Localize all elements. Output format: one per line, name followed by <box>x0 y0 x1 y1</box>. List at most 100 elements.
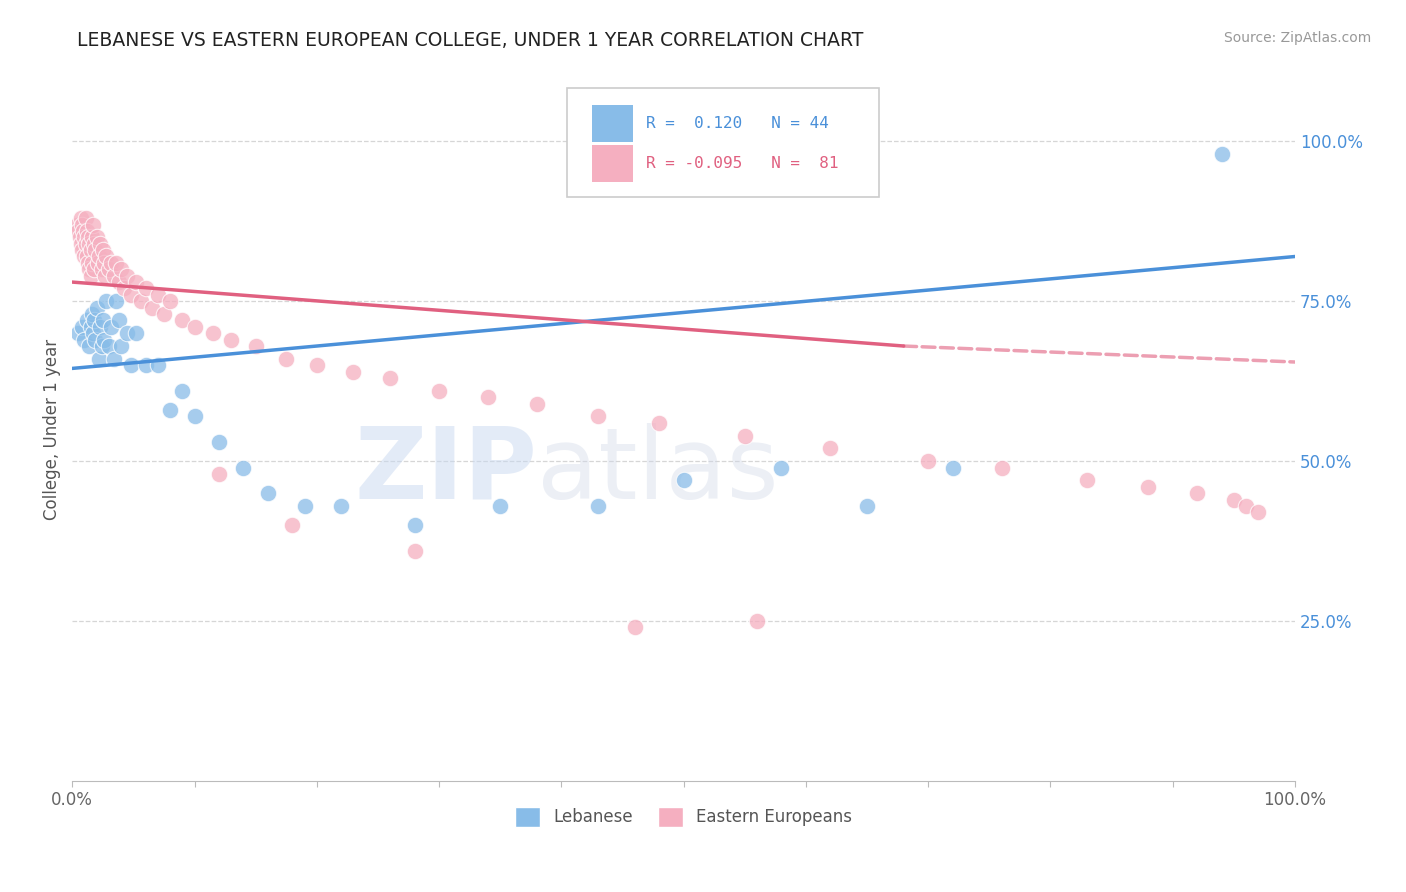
Point <box>97 339 120 353</box>
Text: ZIP: ZIP <box>354 423 537 520</box>
Point <box>1247 505 1270 519</box>
Point <box>90 262 112 277</box>
Point <box>623 620 645 634</box>
Point <box>183 319 205 334</box>
Point <box>942 460 965 475</box>
Point <box>1223 492 1246 507</box>
Point <box>70 218 93 232</box>
Point <box>1234 499 1257 513</box>
Point <box>477 390 499 404</box>
Point <box>73 333 96 347</box>
Point <box>917 454 939 468</box>
Point <box>183 409 205 424</box>
Point <box>93 256 115 270</box>
FancyBboxPatch shape <box>568 88 879 197</box>
Point <box>245 339 267 353</box>
Point <box>72 224 94 238</box>
Point <box>89 351 111 366</box>
Point <box>79 243 101 257</box>
Point <box>86 230 108 244</box>
Point <box>990 460 1012 475</box>
Point <box>103 268 125 283</box>
Point <box>107 313 129 327</box>
Point <box>93 333 115 347</box>
Point <box>146 358 169 372</box>
Point <box>404 543 426 558</box>
Point <box>172 384 194 398</box>
Point <box>110 262 132 277</box>
Point <box>117 326 139 341</box>
Point <box>79 268 101 283</box>
Point <box>89 236 111 251</box>
Point <box>77 230 100 244</box>
Point <box>76 313 98 327</box>
Point <box>672 473 695 487</box>
Point <box>79 236 101 251</box>
Point <box>125 275 148 289</box>
Point <box>79 339 101 353</box>
Point <box>129 294 152 309</box>
Point <box>427 384 450 398</box>
Point <box>82 218 104 232</box>
Point <box>404 518 426 533</box>
Point <box>67 224 90 238</box>
Point <box>67 326 90 341</box>
Point <box>141 301 163 315</box>
Point <box>83 313 105 327</box>
Text: R = -0.095   N =  81: R = -0.095 N = 81 <box>645 156 838 171</box>
Point <box>105 256 128 270</box>
Point <box>105 294 128 309</box>
Point <box>276 351 298 366</box>
Point <box>107 275 129 289</box>
Point <box>305 358 328 372</box>
Point <box>100 256 122 270</box>
Point <box>79 319 101 334</box>
Point <box>281 518 304 533</box>
Point <box>94 268 117 283</box>
Point <box>208 467 231 481</box>
Point <box>856 499 879 513</box>
Point <box>330 499 353 513</box>
Point <box>70 319 93 334</box>
Text: R =  0.120   N = 44: R = 0.120 N = 44 <box>645 116 828 131</box>
Point <box>1076 473 1098 487</box>
Point <box>146 288 169 302</box>
Point <box>66 218 89 232</box>
Point <box>84 333 107 347</box>
Legend: Lebanese, Eastern Europeans: Lebanese, Eastern Europeans <box>509 800 859 834</box>
Point <box>135 358 157 372</box>
FancyBboxPatch shape <box>592 105 634 142</box>
Point <box>820 442 842 456</box>
Point <box>135 281 157 295</box>
Point <box>97 262 120 277</box>
Point <box>76 250 98 264</box>
Text: LEBANESE VS EASTERN EUROPEAN COLLEGE, UNDER 1 YEAR CORRELATION CHART: LEBANESE VS EASTERN EUROPEAN COLLEGE, UN… <box>77 31 863 50</box>
Point <box>73 230 96 244</box>
Point <box>89 319 111 334</box>
Point <box>84 243 107 257</box>
Point <box>77 256 100 270</box>
Point <box>232 460 254 475</box>
Point <box>110 339 132 353</box>
Point <box>86 301 108 315</box>
Point <box>586 499 609 513</box>
Point <box>1185 486 1208 500</box>
Text: atlas: atlas <box>537 423 779 520</box>
Point <box>70 243 93 257</box>
Point <box>91 243 114 257</box>
Point <box>120 288 142 302</box>
Point <box>69 211 91 226</box>
Point <box>257 486 280 500</box>
Point <box>90 339 112 353</box>
Point <box>76 224 98 238</box>
Point <box>75 211 97 226</box>
Point <box>112 281 135 295</box>
Point <box>770 460 793 475</box>
Point <box>153 307 176 321</box>
Point <box>586 409 609 424</box>
Point <box>201 326 224 341</box>
Point <box>489 499 512 513</box>
Point <box>294 499 316 513</box>
Point <box>526 396 548 410</box>
Point <box>79 262 101 277</box>
